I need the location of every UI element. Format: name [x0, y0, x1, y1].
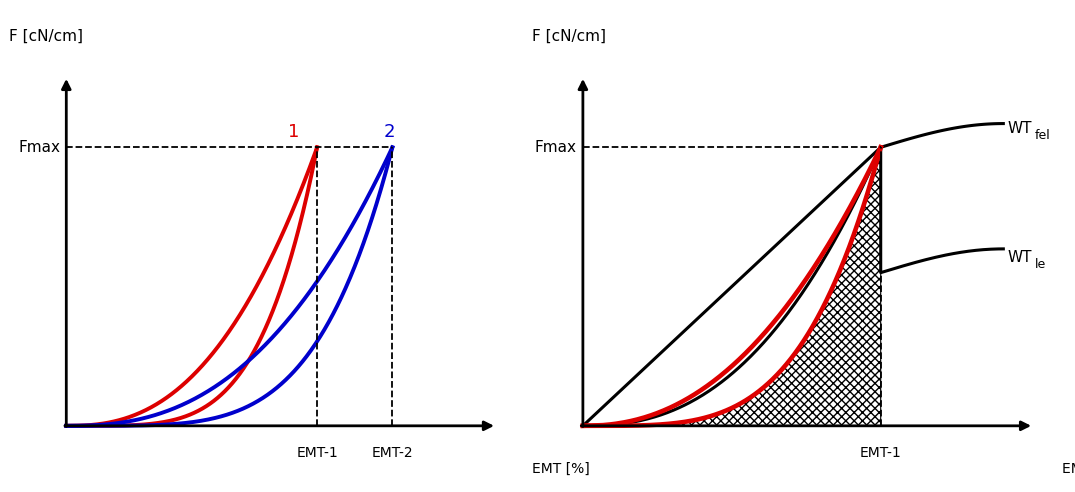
Text: 1: 1	[288, 123, 299, 141]
Text: EMT [%]: EMT [%]	[1062, 462, 1075, 476]
Text: le: le	[1035, 258, 1046, 271]
Text: EMT [%]: EMT [%]	[532, 462, 590, 476]
Text: F [cN/cm]: F [cN/cm]	[9, 29, 83, 44]
Text: Fmax: Fmax	[534, 140, 576, 155]
Text: EMT-2: EMT-2	[372, 446, 413, 460]
Text: EMT-1: EMT-1	[860, 446, 902, 460]
Text: 2: 2	[384, 123, 396, 141]
Text: EMT-1: EMT-1	[297, 446, 338, 460]
Text: Fmax: Fmax	[18, 140, 60, 155]
Text: fel: fel	[1035, 129, 1050, 142]
Text: WT: WT	[1007, 250, 1032, 265]
Text: F [cN/cm]: F [cN/cm]	[532, 29, 606, 44]
Text: WT: WT	[1007, 121, 1032, 136]
